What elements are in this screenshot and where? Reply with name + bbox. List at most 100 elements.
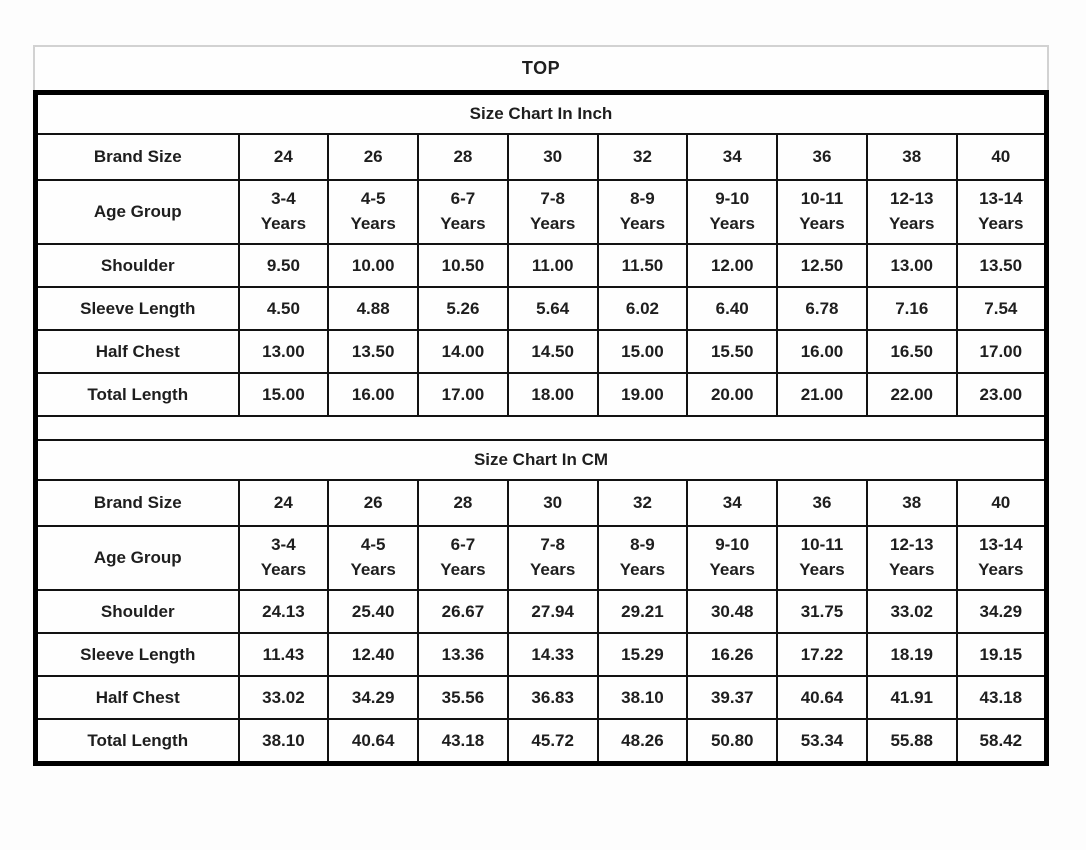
age-range: 10-11 bbox=[800, 535, 844, 555]
measure-cell: 40.64 bbox=[327, 718, 420, 765]
age-suffix: Years bbox=[799, 214, 845, 233]
measure-cell: 19.00 bbox=[596, 372, 689, 417]
measure-cell: 25.40 bbox=[327, 589, 420, 634]
measure-cell: 16.50 bbox=[865, 329, 958, 374]
measure-cell: 7.54 bbox=[955, 286, 1048, 331]
age-group-cell: 3-4 Years bbox=[237, 179, 330, 245]
age-group-cell: 4-5 Years bbox=[327, 179, 420, 245]
measure-cell: 30.48 bbox=[686, 589, 779, 634]
measure-cell: 43.18 bbox=[955, 675, 1048, 720]
row-label-sleeve-length: Sleeve Length bbox=[34, 632, 240, 677]
age-suffix: Years bbox=[978, 560, 1024, 579]
measure-cell: 10.50 bbox=[417, 243, 509, 288]
brand-size-cell: 30 bbox=[506, 479, 599, 527]
measure-cell: 40.64 bbox=[776, 675, 868, 720]
measure-cell: 48.26 bbox=[596, 718, 689, 765]
age-range: 12-13 bbox=[890, 535, 934, 555]
brand-size-cell: 32 bbox=[596, 479, 689, 527]
measure-cell: 27.94 bbox=[506, 589, 599, 634]
measure-cell: 22.00 bbox=[865, 372, 958, 417]
age-group-cell: 12-13 Years bbox=[865, 525, 958, 591]
section-title: Size Chart In Inch bbox=[34, 91, 1048, 135]
measure-cell: 31.75 bbox=[776, 589, 868, 634]
measure-cell: 12.50 bbox=[776, 243, 868, 288]
measure-cell: 16.26 bbox=[686, 632, 779, 677]
table-row: Half Chest 13.00 13.50 14.00 14.50 15.00 15.50… bbox=[34, 329, 1048, 374]
age-suffix: Years bbox=[709, 560, 755, 579]
age-suffix: Years bbox=[619, 214, 666, 233]
age-range: 9-10 bbox=[715, 535, 750, 555]
row-label-shoulder: Shoulder bbox=[34, 589, 240, 634]
section-title: Size Chart In CM bbox=[34, 439, 1048, 481]
age-range: 13-14 bbox=[979, 189, 1023, 209]
age-suffix: Years bbox=[529, 214, 576, 233]
measure-cell: 11.43 bbox=[237, 632, 330, 677]
measure-cell: 26.67 bbox=[417, 589, 509, 634]
age-range: 9-10 bbox=[715, 189, 750, 209]
age-suffix: Years bbox=[440, 560, 486, 579]
age-group-cell: 9-10 Years bbox=[686, 179, 779, 245]
row-label-half-chest: Half Chest bbox=[34, 329, 240, 374]
age-range: 8-9 bbox=[630, 535, 655, 555]
age-group-cell: 13-14 Years bbox=[955, 179, 1048, 245]
row-label-brand-size: Brand Size bbox=[34, 479, 240, 527]
age-range: 6-7 bbox=[450, 189, 476, 209]
measure-cell: 33.02 bbox=[237, 675, 330, 720]
age-range: 3-4 bbox=[271, 189, 296, 209]
measure-cell: 5.26 bbox=[417, 286, 509, 331]
brand-size-cell: 26 bbox=[327, 133, 420, 181]
brand-size-cell: 30 bbox=[506, 133, 599, 181]
table-row: Total Length 38.10 40.64 43.18 45.72 48.26 50.… bbox=[34, 718, 1048, 765]
table-row bbox=[35, 415, 1047, 441]
measure-cell: 6.78 bbox=[776, 286, 868, 331]
age-group-cell: 9-10 Years bbox=[686, 525, 779, 591]
measure-cell: 15.50 bbox=[686, 329, 779, 374]
row-label-total-length: Total Length bbox=[34, 372, 240, 417]
age-suffix: Years bbox=[260, 560, 307, 579]
measure-cell: 11.00 bbox=[506, 243, 599, 288]
measure-cell: 34.29 bbox=[955, 589, 1048, 634]
age-suffix: Years bbox=[978, 214, 1024, 233]
measure-cell: 19.15 bbox=[955, 632, 1048, 677]
measure-cell: 12.40 bbox=[327, 632, 420, 677]
age-group-cell: 6-7 Years bbox=[417, 179, 509, 245]
brand-size-cell: 24 bbox=[237, 479, 330, 527]
age-group-cell: 8-9 Years bbox=[596, 525, 689, 591]
measure-cell: 17.00 bbox=[417, 372, 509, 417]
measure-cell: 34.29 bbox=[327, 675, 420, 720]
measure-cell: 24.13 bbox=[237, 589, 330, 634]
age-range: 4-5 bbox=[360, 535, 386, 555]
age-group-cell: 13-14 Years bbox=[955, 525, 1048, 591]
age-suffix: Years bbox=[440, 214, 486, 233]
age-group-cell: 3-4 Years bbox=[237, 525, 330, 591]
table-row: Brand Size 24 26 28 30 32 34 36 38 40 bbox=[34, 479, 1048, 527]
row-label-age-group: Age Group bbox=[34, 179, 240, 245]
table-row: Sleeve Length 4.50 4.88 5.26 5.64 6.02 6.40 6.7… bbox=[34, 286, 1048, 331]
section-spacer bbox=[35, 415, 1047, 441]
table-row: Total Length 15.00 16.00 17.00 18.00 19.00 20.… bbox=[34, 372, 1048, 417]
age-group-cell: 7-8 Years bbox=[506, 525, 599, 591]
measure-cell: 35.56 bbox=[417, 675, 509, 720]
measure-cell: 13.50 bbox=[955, 243, 1048, 288]
brand-size-cell: 28 bbox=[417, 133, 509, 181]
measure-cell: 7.16 bbox=[865, 286, 958, 331]
age-suffix: Years bbox=[529, 560, 576, 579]
measure-cell: 17.00 bbox=[955, 329, 1048, 374]
measure-cell: 39.37 bbox=[686, 675, 779, 720]
brand-size-cell: 34 bbox=[686, 479, 779, 527]
table-row: Size Chart In Inch bbox=[34, 91, 1048, 135]
age-suffix: Years bbox=[889, 214, 935, 233]
row-label-half-chest: Half Chest bbox=[34, 675, 240, 720]
measure-cell: 4.50 bbox=[237, 286, 330, 331]
age-group-cell: 12-13 Years bbox=[865, 179, 958, 245]
row-label-shoulder: Shoulder bbox=[34, 243, 240, 288]
measure-cell: 14.50 bbox=[506, 329, 599, 374]
brand-size-cell: 40 bbox=[955, 479, 1048, 527]
measure-cell: 13.00 bbox=[237, 329, 330, 374]
measure-cell: 53.34 bbox=[776, 718, 868, 765]
age-range: 12-13 bbox=[890, 189, 934, 209]
measure-cell: 23.00 bbox=[955, 372, 1048, 417]
age-suffix: Years bbox=[889, 560, 935, 579]
brand-size-cell: 40 bbox=[955, 133, 1048, 181]
table-row: Half Chest 33.02 34.29 35.56 36.83 38.10 39.37… bbox=[34, 675, 1048, 720]
